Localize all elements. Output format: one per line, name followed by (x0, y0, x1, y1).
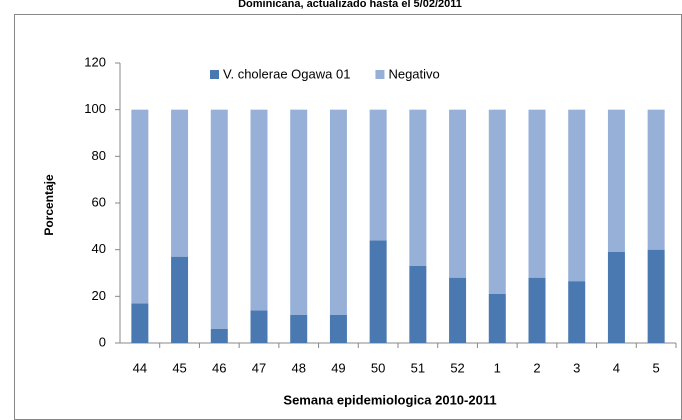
y-tick-label: 80 (92, 148, 106, 163)
x-tick-label: 48 (291, 360, 305, 375)
bar-segment (409, 109, 427, 267)
x-tick-label: 47 (252, 360, 266, 375)
y-tick-label: 0 (99, 334, 106, 349)
x-tick-label: 50 (371, 360, 385, 375)
legend-label: V. cholerae Ogawa 01 (223, 66, 350, 81)
x-tick-label: 45 (172, 360, 186, 375)
x-tick-label: 3 (573, 360, 580, 375)
bar-segment (290, 315, 308, 343)
bar-segment (210, 109, 228, 330)
bar-segment (449, 277, 467, 343)
y-tick-label: 20 (92, 288, 106, 303)
bar-segment (329, 109, 347, 316)
bar-segment (171, 256, 189, 343)
x-tick-label: 51 (411, 360, 425, 375)
bar-segment (528, 109, 546, 278)
x-tick-label: 44 (133, 360, 147, 375)
bar-segment (568, 281, 586, 343)
bar-segment (329, 315, 347, 343)
bar-segment (171, 109, 189, 257)
x-tick-label: 4 (613, 360, 620, 375)
bar-segment (488, 109, 506, 295)
bar-segment (131, 109, 149, 304)
bar-segment (528, 277, 546, 343)
y-tick-label: 40 (92, 241, 106, 256)
bar-segment (131, 303, 149, 343)
legend-swatch (375, 70, 385, 79)
bar-segment (409, 266, 427, 343)
bar-segment (369, 109, 387, 241)
legend-label: Negativo (388, 66, 439, 81)
x-tick-label: 2 (533, 360, 540, 375)
bar-segment (607, 109, 625, 253)
bar-segment (250, 109, 268, 311)
bar-segment (449, 109, 467, 278)
bar-segment (647, 109, 665, 250)
y-tick-label: 100 (84, 101, 106, 116)
bar-segment (647, 249, 665, 343)
bar-segment (607, 252, 625, 343)
bar-segment (488, 294, 506, 343)
x-tick-label: 1 (494, 360, 501, 375)
bar-segment (210, 329, 228, 343)
chart-title: Dominicana, actualizado hasta el 5/02/20… (238, 0, 462, 10)
x-tick-label: 49 (331, 360, 345, 375)
y-tick-label: 120 (84, 54, 106, 69)
y-tick-label: 60 (92, 194, 106, 209)
bar-segment (290, 109, 308, 316)
bar-segment (369, 240, 387, 343)
y-axis-title: Porcentaje (42, 174, 56, 236)
bar-segment (250, 310, 268, 343)
bar-segment (568, 109, 586, 282)
legend-swatch (210, 70, 219, 79)
x-tick-label: 5 (653, 360, 660, 375)
x-tick-label: 52 (450, 360, 464, 375)
x-axis-title: Semana epidemiologica 2010-2011 (283, 392, 496, 407)
x-tick-label: 46 (212, 360, 226, 375)
